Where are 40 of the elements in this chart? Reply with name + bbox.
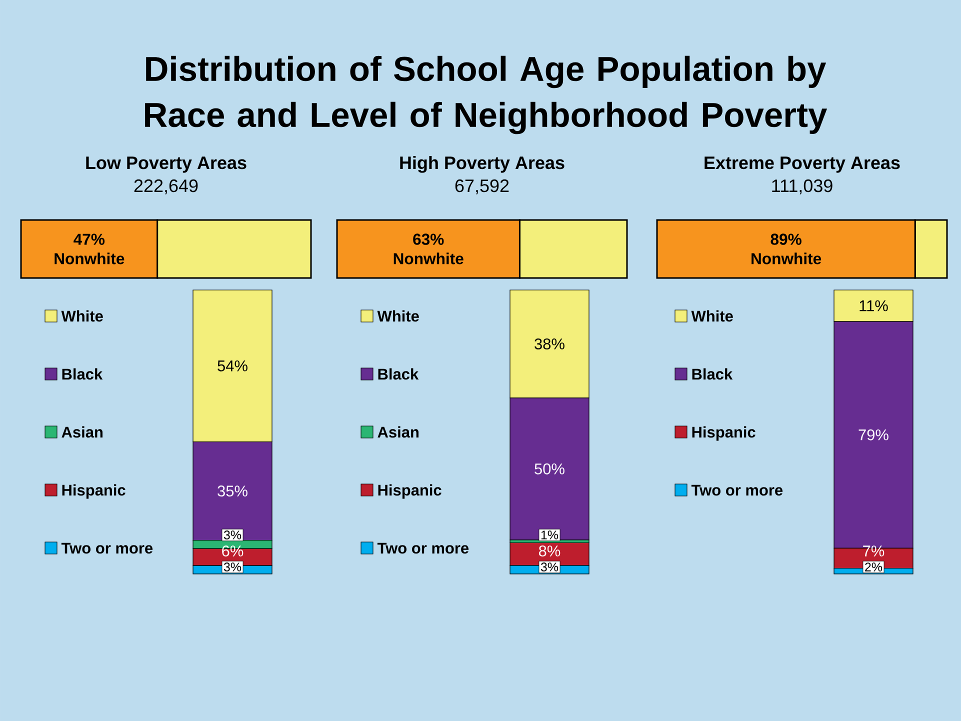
chart-subtitle: 67,592 xyxy=(455,179,509,194)
text: Distribution of School Age Population by Race and Level of Neighborhood Poverty xyxy=(145,56,828,134)
legend-label: Hispanic xyxy=(378,484,442,499)
legend-label: Hispanic xyxy=(62,484,126,499)
data-label: 8% xyxy=(538,546,560,556)
chart-title: Extreme Poverty Areas xyxy=(704,156,900,173)
series-label: Nonwhite xyxy=(394,252,464,264)
legend-label: Two or more xyxy=(61,542,153,554)
legend-label: Asian xyxy=(62,426,103,438)
data-label: 11% xyxy=(860,300,888,312)
chart-title: High Poverty Areas xyxy=(400,156,564,173)
data-label: 89% xyxy=(770,234,802,245)
data-label: 3% xyxy=(224,562,242,572)
legend-label: Hispanic xyxy=(692,426,756,441)
legend-label: Black xyxy=(378,368,419,380)
data-label: 7% xyxy=(863,546,884,556)
legend-label: White xyxy=(61,310,103,322)
legend-label: White xyxy=(377,310,419,322)
data-label: 1% xyxy=(541,530,558,540)
chart-subtitle: 111,039 xyxy=(772,179,832,194)
data-label: 3% xyxy=(224,530,242,540)
chart-subtitle: 222,649 xyxy=(134,179,198,194)
series-label: Nonwhite xyxy=(752,252,822,264)
data-label: 3% xyxy=(540,562,558,572)
legend-label: Two or more xyxy=(691,484,783,496)
legend-label: Two or more xyxy=(377,542,469,554)
data-label: 54% xyxy=(218,360,248,372)
data-label: 38% xyxy=(534,338,564,350)
legend-label: Black xyxy=(692,368,733,380)
data-label: 79% xyxy=(858,429,888,440)
data-label: 47% xyxy=(74,234,105,245)
legend-label: Asian xyxy=(378,426,419,438)
legend-label: White xyxy=(691,310,733,322)
data-label: 35% xyxy=(218,486,248,497)
chart-title: Low Poverty Areas xyxy=(86,156,246,173)
series-label: Nonwhite xyxy=(54,252,124,264)
data-label: 2% xyxy=(865,562,882,572)
data-label: 63% xyxy=(413,234,444,245)
legend-label: Black xyxy=(62,368,103,380)
data-label: 50% xyxy=(534,463,564,474)
